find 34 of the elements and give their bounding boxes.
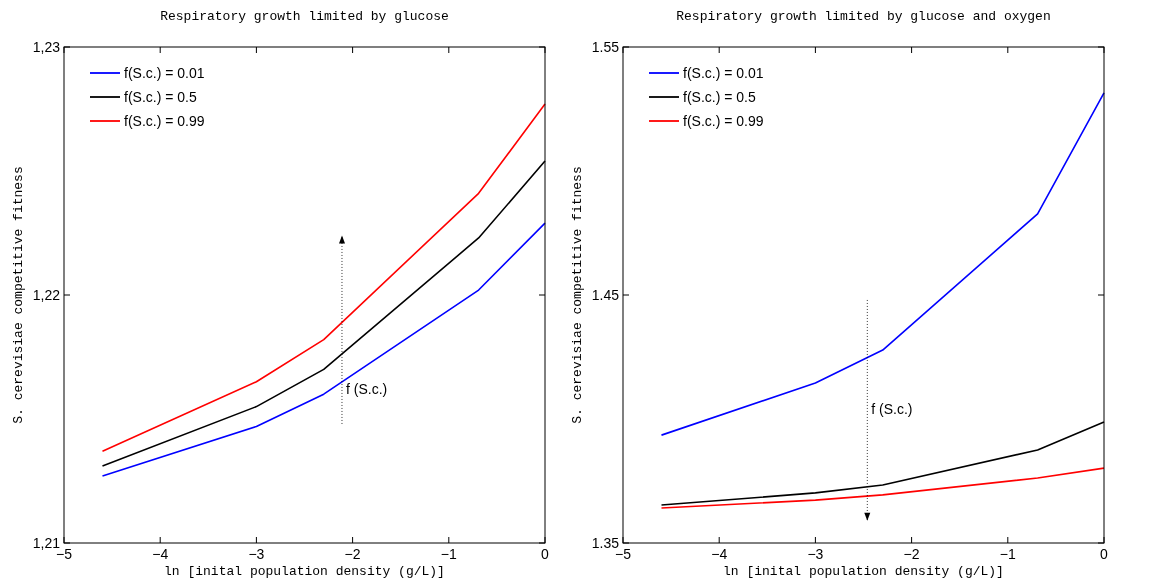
x-tick-label: −1 [440,546,457,562]
line-series [101,103,546,453]
y-tick-label: 1,23 [32,38,61,55]
x-tick-label: −3 [807,546,824,562]
line-series [660,467,1105,509]
annotation: f (S.c.) [871,400,913,417]
x-tick-label: −2 [903,546,920,562]
x-tick-label: −3 [248,546,265,562]
y-axis-title: S. cerevisiae competitive fitness [570,166,585,424]
y-tick-label: 1.35 [591,534,620,551]
x-tick-label: −2 [344,546,361,562]
x-tick-label: −4 [711,546,728,562]
legend-label: f(S.c.) = 0.99 [683,112,764,129]
x-axis-title: ln [inital population density (g/L)] [723,564,1004,579]
chart-title: Respiratory growth limited by glucose [160,9,449,24]
legend-label: f(S.c.) = 0.5 [124,88,197,105]
x-axis-title: ln [inital population density (g/L)] [164,564,445,579]
legend-label: f(S.c.) = 0.01 [124,64,205,81]
legend-label: f(S.c.) = 0.01 [683,64,764,81]
line-series [660,92,1105,436]
x-tick-label: −1 [999,546,1016,562]
x-tick-label: −4 [152,546,169,562]
y-tick-label: 1,21 [32,534,61,551]
x-tick-label: 0 [1100,546,1109,562]
line-series [101,222,546,477]
legend-label: f(S.c.) = 0.5 [683,88,756,105]
y-tick-label: 1,22 [32,286,61,303]
chart-title: Respiratory growth limited by glucose and oxygen [676,9,1051,24]
annotation: f (S.c.) [345,381,388,398]
y-tick-label: 1.45 [591,286,620,303]
y-tick-label: 1.55 [591,38,620,55]
legend-label: f(S.c.) = 0.99 [124,112,205,129]
y-axis-title: S. cerevisiae competitive fitness [11,166,26,424]
x-tick-label: 0 [541,546,550,562]
